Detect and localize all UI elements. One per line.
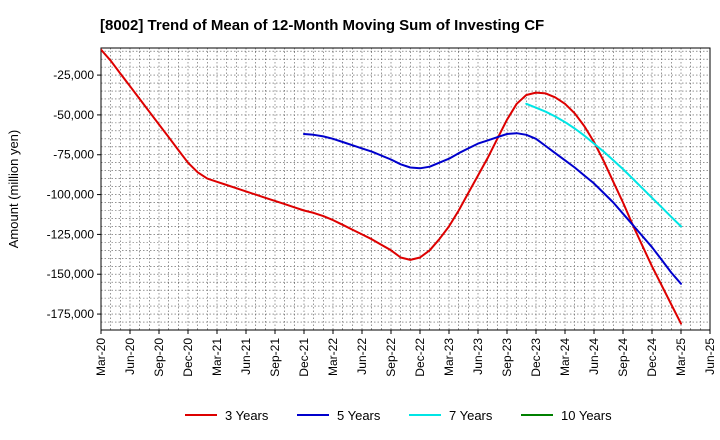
plot-frame — [100, 47, 711, 331]
x-tick-label: Dec-24 — [645, 338, 659, 377]
x-tick-label: Sep-23 — [500, 338, 514, 377]
legend-label-5-years: 5 Years — [337, 408, 381, 423]
series-layer — [101, 48, 682, 325]
legend-label-7-years: 7 Years — [449, 408, 493, 423]
y-tick-label: -150,000 — [47, 267, 95, 281]
chart-title: [8002] Trend of Mean of 12-Month Moving … — [100, 17, 544, 34]
x-tick-label: Sep-20 — [152, 338, 166, 377]
y-tick-label: -25,000 — [53, 68, 94, 82]
x-tick-label: Mar-23 — [442, 338, 456, 376]
grid-layer — [101, 48, 710, 330]
legend-label-10-years: 10 Years — [561, 408, 612, 423]
x-tick-label: Mar-20 — [94, 338, 108, 376]
y-axis-ticks: -25,000 -50,000 -75,000 -100,000 -125,000 -15… — [47, 68, 101, 321]
x-tick-label: Mar-25 — [674, 338, 688, 376]
x-tick-label: Sep-24 — [616, 338, 630, 377]
x-tick-label: Sep-22 — [384, 338, 398, 377]
x-tick-label: Dec-22 — [413, 338, 427, 377]
y-tick-label: -125,000 — [47, 227, 95, 241]
y-tick-label: -50,000 — [53, 108, 94, 122]
legend-label-3-years: 3 Years — [225, 408, 269, 423]
legend: 3 Years 5 Years 7 Years 10 Years — [185, 408, 612, 423]
x-tick-label: Jun-24 — [587, 338, 601, 375]
x-tick-label: Jun-25 — [703, 338, 717, 375]
series-line-3-years — [101, 48, 682, 325]
series-line-7-years — [525, 102, 682, 228]
x-tick-label: Mar-22 — [326, 338, 340, 376]
x-tick-label: Dec-23 — [529, 338, 543, 377]
series-line-5-years — [303, 132, 682, 285]
x-tick-label: Jun-21 — [239, 338, 253, 375]
y-tick-label: -75,000 — [53, 148, 94, 162]
x-tick-label: Sep-21 — [268, 338, 282, 377]
x-tick-label: Mar-24 — [558, 338, 572, 376]
y-tick-label: -100,000 — [47, 188, 95, 202]
x-tick-label: Jun-20 — [123, 338, 137, 375]
x-tick-label: Dec-21 — [297, 338, 311, 377]
x-tick-label: Jun-23 — [471, 338, 485, 375]
x-tick-label: Dec-20 — [181, 338, 195, 377]
x-axis-ticks: Mar-20 Jun-20 Sep-20 Dec-20 Mar-21 Jun-21 Sep-… — [94, 330, 717, 377]
y-axis-label: Amount (million yen) — [6, 130, 21, 249]
x-tick-label: Mar-21 — [210, 338, 224, 376]
y-tick-label: -175,000 — [47, 307, 95, 321]
x-tick-label: Jun-22 — [355, 338, 369, 375]
